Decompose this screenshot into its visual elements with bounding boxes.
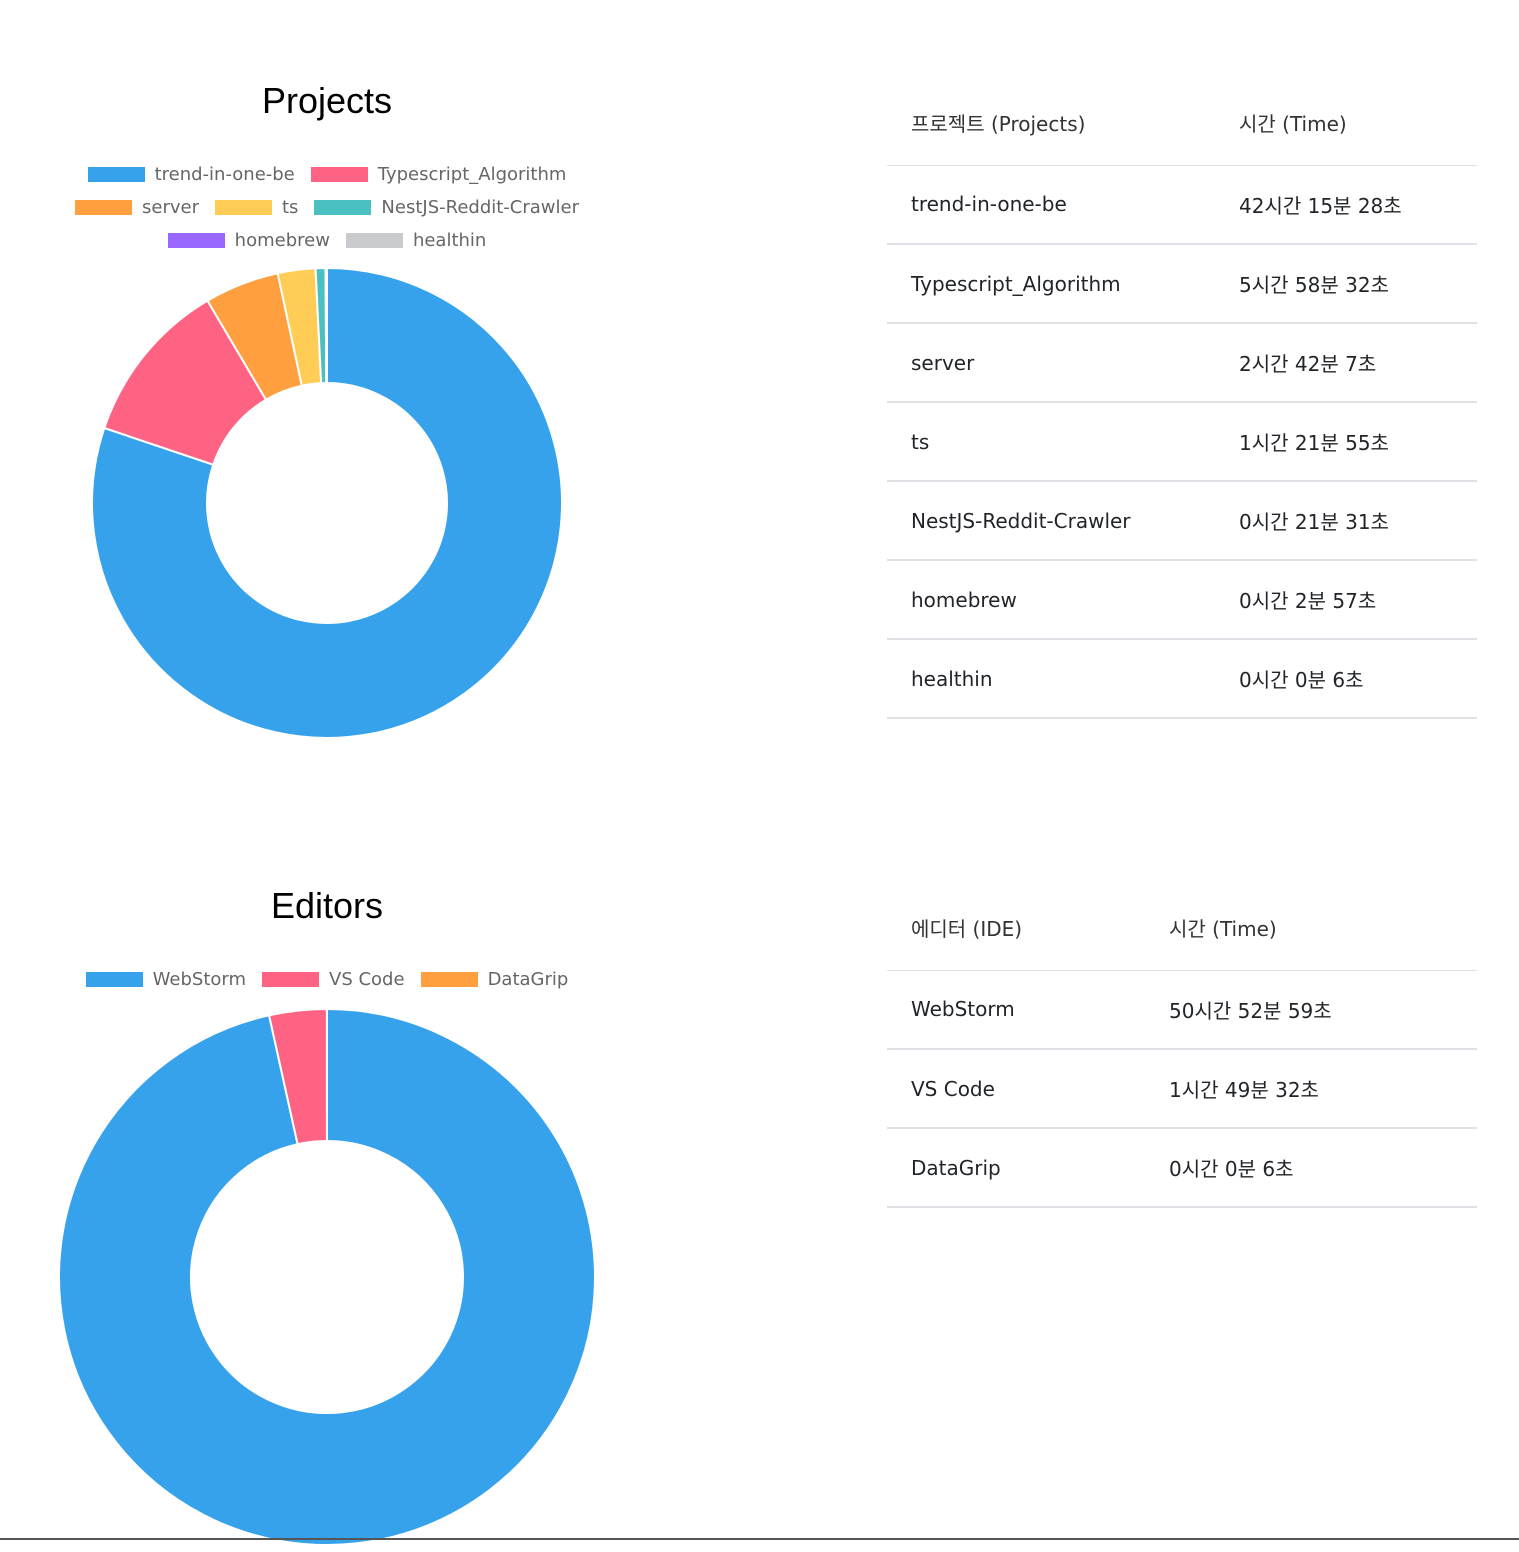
table-header-row: 에디터 (IDE) 시간 (Time) [887,885,1477,970]
legend-item-datagrip[interactable]: DataGrip [421,969,569,990]
editors-legend: WebStorm VS Code DataGrip [17,963,637,996]
legend-swatch [421,972,478,987]
legend-label: WebStorm [153,969,246,990]
legend-swatch [311,167,368,182]
project-time: 0시간 21분 31초 [1215,481,1477,560]
editors-chart-title: Editors [27,885,627,927]
project-name: server [887,323,1215,402]
legend-label: Typescript_Algorithm [378,164,567,185]
editor-name: VS Code [887,1049,1145,1128]
project-name: ts [887,402,1215,481]
header-editor: 에디터 (IDE) [887,885,1145,970]
project-name: Typescript_Algorithm [887,244,1215,323]
project-name: trend-in-one-be [887,165,1215,244]
project-time: 5시간 58분 32초 [1215,244,1477,323]
legend-swatch [168,233,225,248]
project-time: 1시간 21분 55초 [1215,402,1477,481]
legend-label: ts [282,197,298,218]
legend-swatch [75,200,132,215]
legend-item-healthin[interactable]: healthin [346,230,486,251]
legend-label: healthin [413,230,486,251]
project-time: 0시간 2분 57초 [1215,560,1477,639]
project-time: 0시간 0분 6초 [1215,639,1477,718]
projects-chart-title: Projects [27,80,627,122]
legend-swatch [262,972,319,987]
legend-label: NestJS-Reddit-Crawler [381,197,579,218]
legend-label: trend-in-one-be [155,164,295,185]
project-time: 2시간 42분 7초 [1215,323,1477,402]
legend-label: VS Code [329,969,405,990]
legend-label: DataGrip [488,969,569,990]
legend-swatch [215,200,272,215]
legend-label: server [142,197,199,218]
bottom-divider [0,1538,1519,1540]
editors-donut-chart [52,1002,602,1552]
legend-item-ts[interactable]: ts [215,197,298,218]
editor-time: 0시간 0분 6초 [1145,1128,1477,1207]
table-header-row: 프로젝트 (Projects) 시간 (Time) [887,80,1477,165]
header-project: 프로젝트 (Projects) [887,80,1215,165]
project-time: 42시간 15분 28초 [1215,165,1477,244]
legend-item-homebrew[interactable]: homebrew [168,230,330,251]
legend-item-typescript-algorithm[interactable]: Typescript_Algorithm [311,164,567,185]
legend-item-webstorm[interactable]: WebStorm [86,969,246,990]
legend-swatch [86,972,143,987]
legend-item-server[interactable]: server [75,197,199,218]
legend-swatch [314,200,371,215]
project-name: NestJS-Reddit-Crawler [887,481,1215,560]
header-time: 시간 (Time) [1215,80,1477,165]
editor-time: 50시간 52분 59초 [1145,970,1477,1049]
header-time: 시간 (Time) [1145,885,1477,970]
project-name: healthin [887,639,1215,718]
legend-label: homebrew [235,230,330,251]
editor-name: WebStorm [887,970,1145,1049]
legend-swatch [88,167,145,182]
project-name: homebrew [887,560,1215,639]
projects-legend: trend-in-one-be Typescript_Algorithm ser… [17,158,637,257]
legend-item-nestjs-reddit-crawler[interactable]: NestJS-Reddit-Crawler [314,197,579,218]
editor-time: 1시간 49분 32초 [1145,1049,1477,1128]
legend-item-trend-in-one-be[interactable]: trend-in-one-be [88,164,295,185]
legend-swatch [346,233,403,248]
projects-donut-chart [87,263,567,743]
legend-item-vs-code[interactable]: VS Code [262,969,405,990]
projects-table: 프로젝트 (Projects) 시간 (Time) trend-in-one-b… [887,80,1477,719]
editor-name: DataGrip [887,1128,1145,1207]
